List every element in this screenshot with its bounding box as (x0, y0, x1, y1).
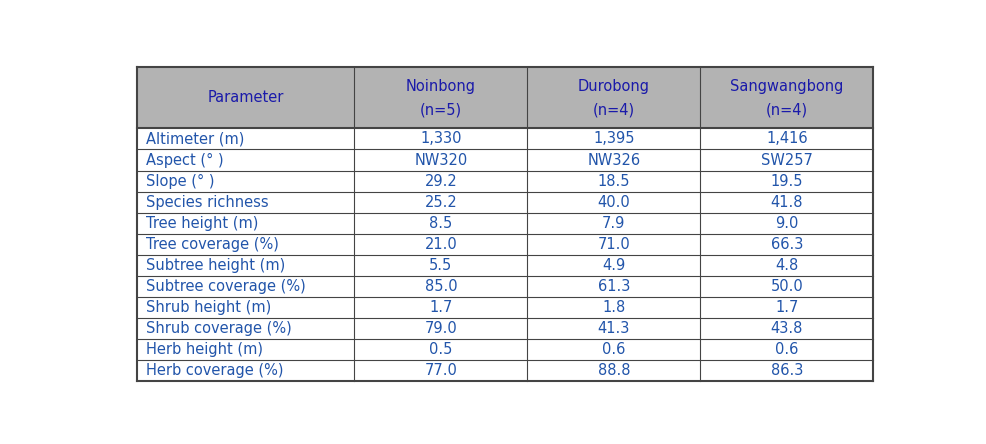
Text: 1,395: 1,395 (594, 131, 635, 147)
Text: Herb height (m): Herb height (m) (147, 342, 263, 357)
Text: 41.3: 41.3 (598, 321, 630, 336)
Bar (137, 128, 874, 150)
Text: Noinbong: Noinbong (406, 79, 476, 94)
Text: (n=4): (n=4) (593, 103, 635, 118)
Text: 9.0: 9.0 (775, 216, 799, 231)
Text: Parameter: Parameter (208, 90, 284, 105)
Text: Durobong: Durobong (578, 79, 650, 94)
Text: Herb coverage (%): Herb coverage (%) (147, 363, 284, 378)
Text: 0.6: 0.6 (775, 342, 799, 357)
Bar (137, 67, 874, 128)
Text: NW326: NW326 (588, 152, 641, 167)
Text: 71.0: 71.0 (598, 237, 630, 252)
Bar (137, 234, 874, 255)
Bar (137, 318, 874, 339)
Text: 1,330: 1,330 (420, 131, 461, 147)
Text: 77.0: 77.0 (424, 363, 458, 378)
Text: 0.5: 0.5 (429, 342, 453, 357)
Text: 40.0: 40.0 (598, 194, 630, 210)
Text: (n=5): (n=5) (420, 103, 462, 118)
Text: 41.8: 41.8 (771, 194, 804, 210)
Text: 50.0: 50.0 (771, 279, 804, 294)
Text: 25.2: 25.2 (425, 194, 458, 210)
Bar (137, 360, 874, 381)
Bar (137, 339, 874, 360)
Text: 18.5: 18.5 (598, 174, 630, 189)
Text: 0.6: 0.6 (602, 342, 625, 357)
Text: SW257: SW257 (761, 152, 812, 167)
Text: 29.2: 29.2 (425, 174, 458, 189)
Text: 79.0: 79.0 (425, 321, 458, 336)
Bar (137, 192, 874, 213)
Text: 4.9: 4.9 (602, 258, 625, 273)
Text: 1.7: 1.7 (775, 300, 799, 315)
Text: 1,416: 1,416 (766, 131, 808, 147)
Text: 43.8: 43.8 (771, 321, 804, 336)
Bar (137, 150, 874, 170)
Text: 4.8: 4.8 (775, 258, 799, 273)
Text: 5.5: 5.5 (429, 258, 453, 273)
Text: (n=4): (n=4) (766, 103, 808, 118)
Text: 61.3: 61.3 (598, 279, 630, 294)
Text: Tree coverage (%): Tree coverage (%) (147, 237, 279, 252)
Text: 85.0: 85.0 (425, 279, 458, 294)
Text: Subtree height (m): Subtree height (m) (147, 258, 286, 273)
Text: Species richness: Species richness (147, 194, 269, 210)
Text: Altimeter (m): Altimeter (m) (147, 131, 245, 147)
Bar (137, 297, 874, 318)
Bar (137, 213, 874, 234)
Text: Tree height (m): Tree height (m) (147, 216, 259, 231)
Bar (137, 276, 874, 297)
Text: Shrub height (m): Shrub height (m) (147, 300, 272, 315)
Bar (137, 255, 874, 276)
Text: 21.0: 21.0 (425, 237, 458, 252)
Text: 8.5: 8.5 (429, 216, 453, 231)
Text: Aspect (° ): Aspect (° ) (147, 152, 224, 167)
Text: 86.3: 86.3 (771, 363, 804, 378)
Text: Sangwangbong: Sangwangbong (731, 79, 844, 94)
Text: 19.5: 19.5 (771, 174, 804, 189)
Text: 66.3: 66.3 (771, 237, 804, 252)
Text: 1.7: 1.7 (429, 300, 453, 315)
Text: NW320: NW320 (414, 152, 467, 167)
Text: 1.8: 1.8 (602, 300, 625, 315)
Text: Slope (° ): Slope (° ) (147, 174, 215, 189)
Bar (137, 170, 874, 192)
Text: Shrub coverage (%): Shrub coverage (%) (147, 321, 292, 336)
Text: 88.8: 88.8 (598, 363, 630, 378)
Text: Subtree coverage (%): Subtree coverage (%) (147, 279, 307, 294)
Text: 7.9: 7.9 (602, 216, 625, 231)
